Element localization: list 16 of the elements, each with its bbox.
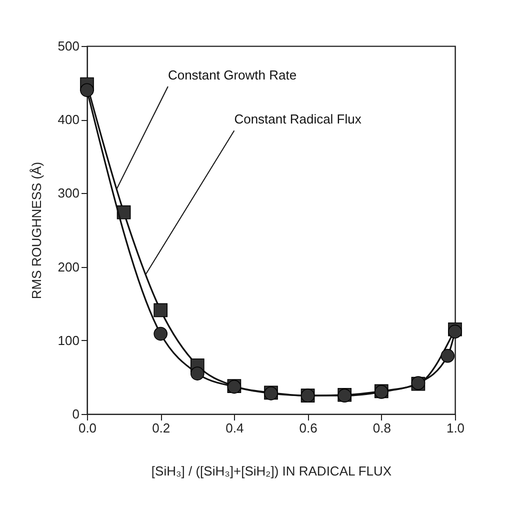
x-tick-label: 0.4 [226,420,244,436]
y-tick-label: 100 [58,332,80,348]
x-tick-label: 0.2 [152,420,170,436]
x-tick-label: 0.8 [372,420,391,436]
y-tick-label: 200 [58,259,80,274]
x-tick-label: 0.6 [299,420,318,436]
x-tick-label: 0.0 [78,420,97,436]
y-tick-label: 300 [58,186,80,201]
annotation: Constant Radical Flux [234,112,362,127]
y-tick-label: 400 [58,112,80,128]
y-axis-title: RMS ROUGHNESS (Å) [28,162,44,300]
annotation: Constant Growth Rate [168,67,297,82]
y-tick-label: 0 [72,406,80,422]
x-axis-title: [SiH₃] / ([SiH₃]+[SiH₂]) IN RADICAL FLUX [151,464,392,478]
x-tick-label: 1.0 [446,420,465,436]
y-tick-label: 500 [58,38,80,54]
